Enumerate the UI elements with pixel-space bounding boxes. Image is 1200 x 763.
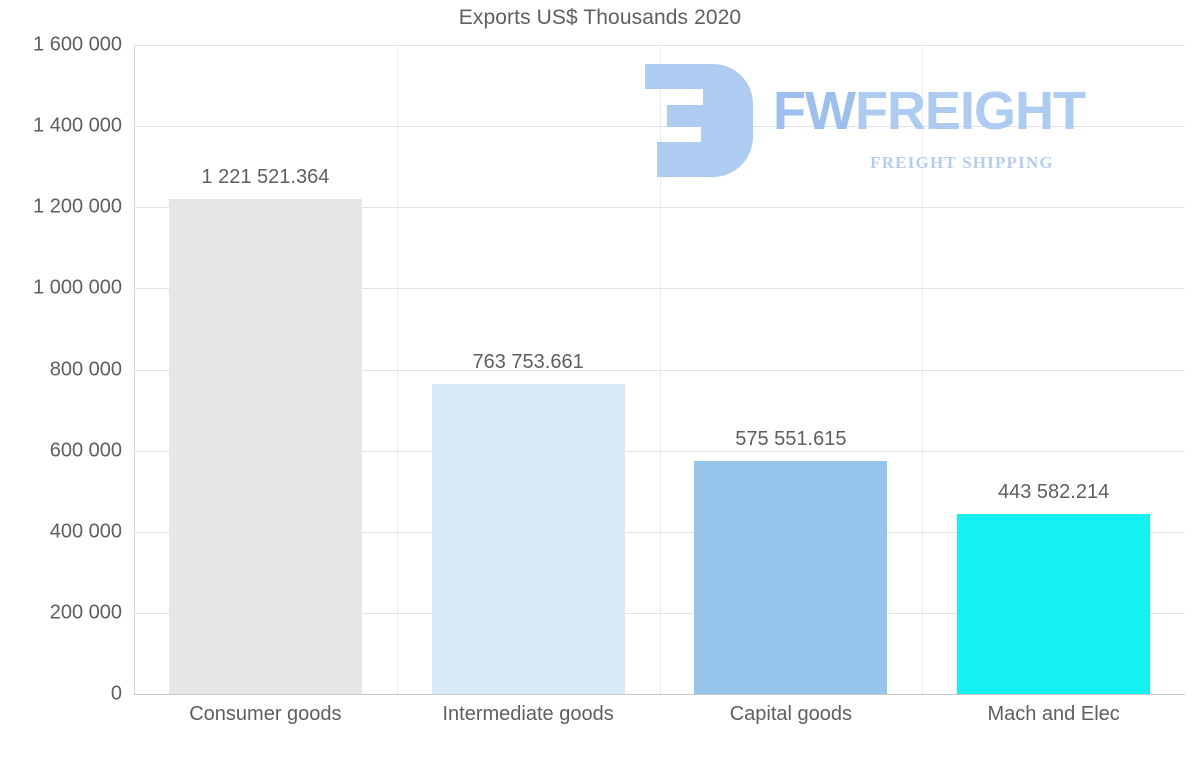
bar-value-label: 763 753.661 (472, 351, 584, 374)
plot-area: 1 221 521.364 763 753.661 575 551.615 443 5… (134, 45, 1185, 695)
y-axis-tick-label: 1 200 000 (33, 195, 122, 218)
bar[interactable] (168, 198, 362, 694)
y-axis-tick-label: 1 600 000 (33, 33, 122, 56)
x-axis-tick-label: Capital goods (729, 703, 853, 725)
x-axis-tick-label: Mach and Elec (987, 703, 1120, 725)
y-axis-tick-label: 0 (110, 682, 122, 705)
bar[interactable] (957, 514, 1151, 694)
gridline-vertical (396, 45, 398, 694)
gridline-vertical (922, 45, 924, 694)
chart-title: Exports US$ Thousands 2020 (458, 6, 742, 29)
y-axis-tick-label: 200 000 (49, 601, 122, 624)
x-axis-tick-label: Intermediate goods (442, 703, 614, 725)
bar-value-label: 1 221 521.364 (201, 165, 330, 188)
y-axis-tick-label: 600 000 (49, 439, 122, 462)
gridline-vertical (659, 45, 661, 694)
gridline-horizontal (134, 694, 1185, 695)
bar[interactable] (431, 384, 625, 694)
bar-value-label: 443 582.214 (998, 481, 1110, 504)
x-axis-tick-label: Consumer goods (189, 703, 342, 725)
bar[interactable] (694, 460, 888, 694)
bar-value-label: 575 551.615 (735, 427, 847, 450)
y-axis-tick-label: 1 000 000 (33, 276, 122, 299)
y-axis-tick-label: 1 400 000 (33, 114, 122, 137)
y-axis-tick-label: 800 000 (49, 358, 122, 380)
y-axis-tick-label: 400 000 (49, 520, 122, 543)
